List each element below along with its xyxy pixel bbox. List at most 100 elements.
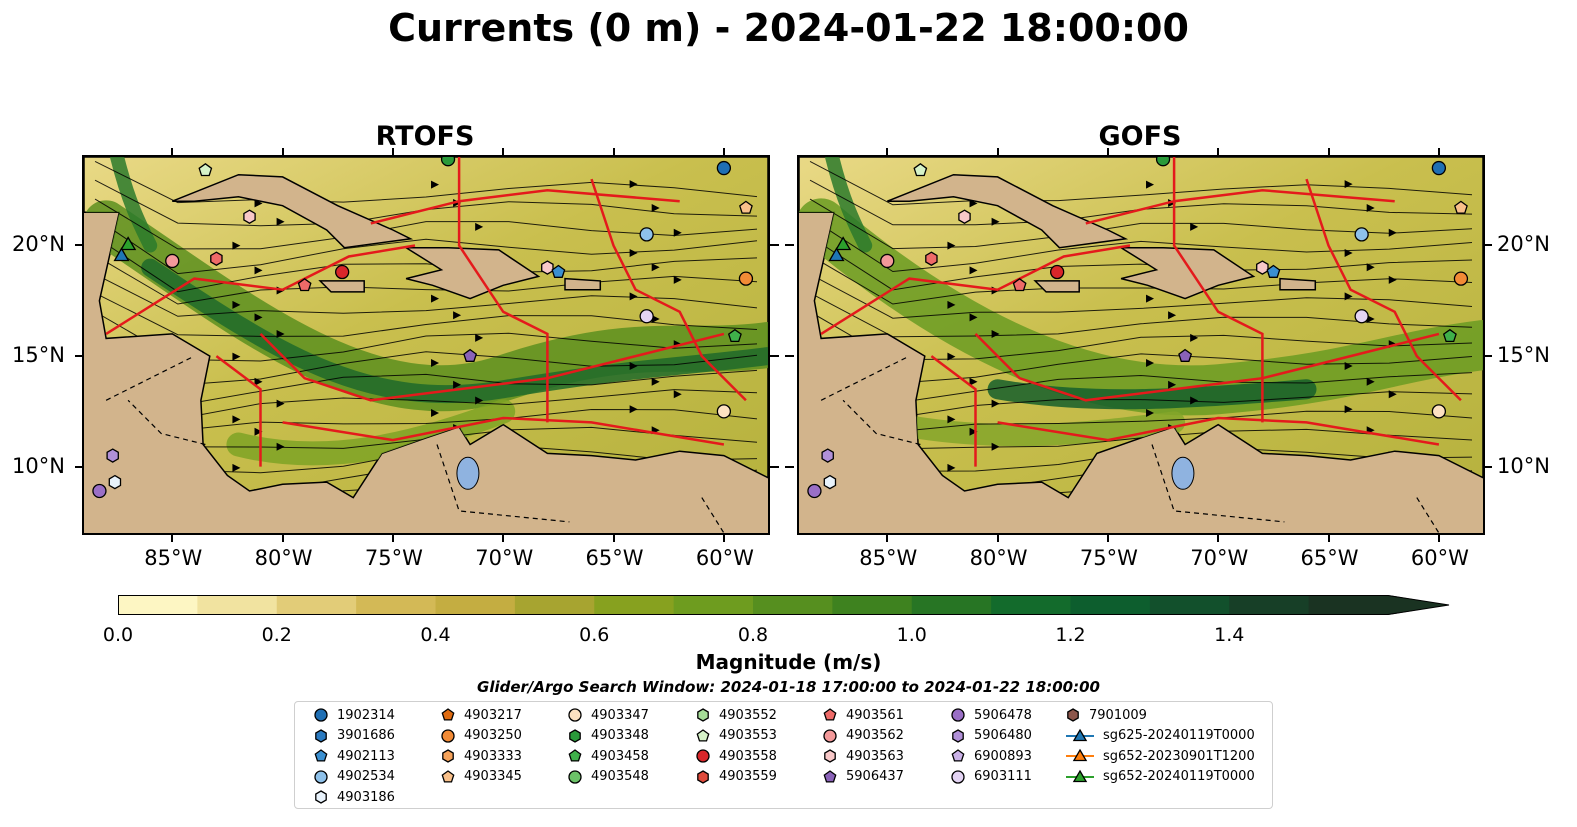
lon-tick-mark-top: [391, 148, 394, 155]
glider-marker: [835, 236, 852, 251]
legend-triangle-icon: [1066, 728, 1094, 741]
lon-tick-label: 85°W: [144, 546, 203, 570]
lon-tick-mark: [1437, 535, 1440, 542]
lon-tick-mark: [281, 535, 284, 542]
search-window-text: Glider/Argo Search Window: 2024-01-18 17…: [477, 678, 1100, 696]
colorbar-segment: [1308, 595, 1389, 615]
lat-tick-mark: [785, 465, 794, 468]
legend-item: 4903562: [822, 726, 904, 746]
legend-item-label: 4903347: [591, 707, 649, 723]
lon-tick-label: 80°W: [254, 546, 313, 570]
glider-marker: [120, 236, 137, 251]
lon-tick-label: 75°W: [364, 546, 423, 570]
legend-item-label: 5906437: [846, 769, 904, 784]
lat-tick-label: 20°N: [1497, 232, 1550, 257]
legend-item: 4903553: [695, 726, 777, 746]
lat-tick-mark: [770, 244, 779, 247]
legend-item: 4903458: [567, 746, 649, 766]
legend-hexagon-icon: [1067, 708, 1079, 722]
legend-item-label: 4903217: [464, 707, 522, 723]
float-marker: [243, 209, 256, 224]
lon-tick-mark-top: [502, 148, 505, 155]
colorbar-segment: [1070, 595, 1151, 615]
legend-item: 4903548: [567, 767, 649, 787]
legend-item-label: 6903111: [974, 769, 1032, 784]
lon-tick-mark: [171, 535, 174, 542]
colorbar-label: Magnitude (m/s): [695, 650, 882, 674]
legend-item-label: sg625-20240119T0000: [1103, 728, 1255, 743]
lat-tick-mark: [75, 465, 82, 468]
colorbar-segment: [118, 595, 198, 615]
colorbar-segment: [356, 595, 437, 615]
lon-tick-label: 65°W: [585, 546, 644, 570]
float-marker: [106, 448, 119, 463]
legend-item-label: 4903552: [719, 707, 777, 723]
float-marker: [716, 404, 732, 419]
legend-item-label: 4903548: [591, 769, 649, 784]
float-marker: [738, 271, 754, 286]
float-marker: [639, 309, 654, 324]
colorbar-tick-label: 1.4: [1214, 624, 1245, 646]
legend-item-label: 4903561: [846, 707, 904, 723]
legend-hexagon-icon: [569, 728, 581, 743]
legend-triangle-icon: [1066, 769, 1094, 782]
legend-item-label: 7901009: [1089, 707, 1147, 723]
legend-hexagon-icon: [315, 790, 327, 804]
legend-circle-icon: [314, 769, 328, 784]
colorbar-tick-label: 0.6: [579, 624, 610, 646]
legend-item: 4902534: [313, 767, 395, 787]
lat-tick-mark: [770, 355, 779, 358]
float-marker: [1050, 264, 1065, 280]
legend-item: 6903111: [950, 767, 1032, 787]
lon-tick-mark-top: [612, 148, 615, 155]
legend-item: sg652-20240119T0000: [1065, 767, 1255, 787]
lon-tick-mark: [612, 535, 615, 542]
legend-item-label: sg652-20240119T0000: [1103, 769, 1255, 784]
legend-circle-icon: [441, 728, 455, 743]
legend-item-label: 4903559: [719, 769, 777, 784]
legend-item: sg652-20230901T1200: [1065, 746, 1255, 766]
lon-tick-label: 65°W: [1300, 546, 1359, 570]
legend-hexagon-icon: [697, 708, 709, 722]
lon-tick-mark: [886, 535, 889, 542]
legend-pentagon-icon: [441, 769, 455, 783]
lat-tick-mark: [785, 355, 794, 358]
lon-tick-mark: [1327, 535, 1330, 542]
colorbar-segment: [673, 595, 754, 615]
lon-tick-mark: [391, 535, 394, 542]
map-canvas-0: [84, 157, 768, 533]
colorbar-segment: [276, 595, 357, 615]
legend-circle-icon: [314, 708, 328, 722]
legend-pentagon-icon: [568, 749, 582, 762]
colorbar-tick-label: 0.0: [102, 624, 134, 646]
float-marker: [1155, 157, 1171, 167]
lon-tick-mark-top: [1217, 148, 1220, 155]
float-marker: [335, 264, 350, 280]
legend-hexagon-icon: [824, 749, 836, 763]
float-marker: [1354, 227, 1369, 242]
panel-title-rtofs: RTOFS: [375, 121, 475, 152]
gofs-map: [797, 155, 1485, 535]
lon-tick-mark: [1106, 535, 1109, 542]
legend-item-label: 4903563: [846, 748, 904, 764]
lon-tick-label: 60°W: [1410, 546, 1469, 570]
float-marker: [1453, 271, 1469, 286]
legend-item: 4903347: [567, 705, 649, 725]
legend-item-label: sg652-20230901T1200: [1103, 748, 1255, 764]
lon-tick-label: 70°W: [475, 546, 534, 570]
colorbar-tick-label: 1.0: [896, 624, 927, 646]
figure-title: Currents (0 m) - 2024-01-22 18:00:00: [388, 6, 1189, 50]
float-marker: [165, 253, 180, 269]
legend-item-label: 1902314: [337, 707, 395, 723]
colorbar-graphic: [118, 595, 1450, 615]
float-marker: [913, 162, 928, 177]
lat-tick-mark: [1485, 355, 1492, 358]
float-marker: [92, 483, 107, 499]
lon-tick-mark: [1217, 535, 1220, 542]
colorbar-segment: [197, 595, 278, 615]
legend-item-label: 3901686: [337, 728, 395, 743]
lon-tick-mark-top: [996, 148, 999, 155]
legend-item: 4903558: [695, 746, 777, 766]
legend-circle-icon: [951, 708, 965, 722]
float-marker: [807, 483, 822, 499]
